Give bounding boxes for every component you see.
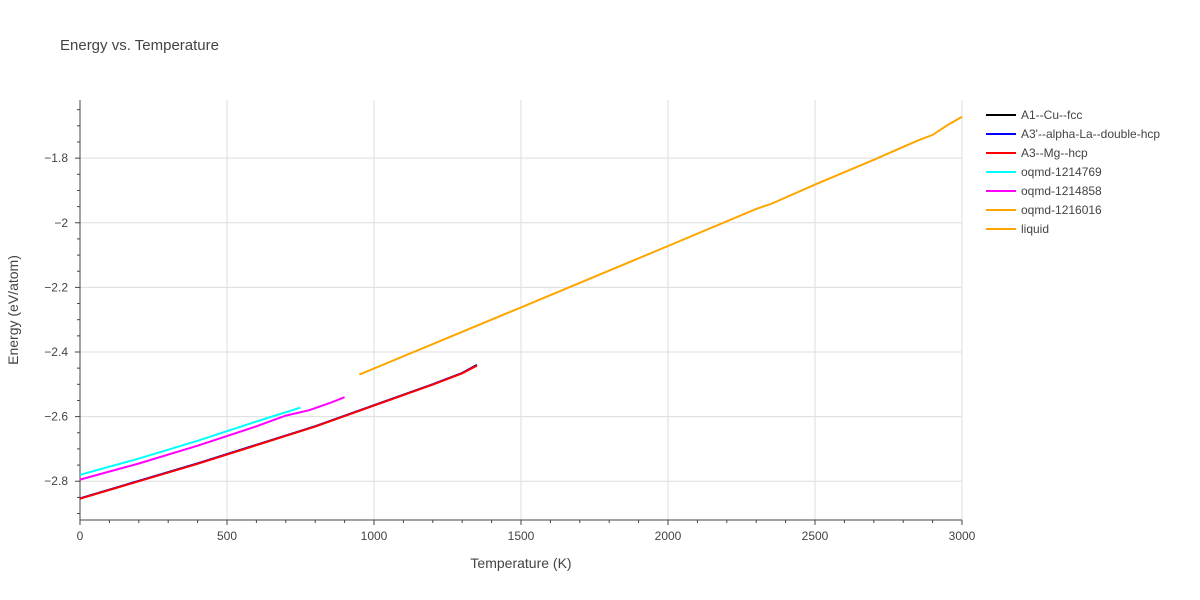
legend-label: A1--Cu--fcc bbox=[1021, 108, 1082, 122]
y-tick-label: −2.8 bbox=[44, 474, 68, 488]
series-line-3 bbox=[79, 406, 301, 476]
series-line-2 bbox=[79, 364, 478, 500]
x-tick-label: 1000 bbox=[361, 529, 388, 543]
legend-label: oqmd-1214769 bbox=[1021, 165, 1102, 179]
x-tick-label: 500 bbox=[217, 529, 237, 543]
y-tick-label: −2.6 bbox=[44, 410, 68, 424]
axes bbox=[75, 100, 963, 525]
x-tick-label: 1500 bbox=[508, 529, 535, 543]
series-lines bbox=[79, 115, 963, 500]
series-line-6 bbox=[358, 115, 963, 376]
x-tick-label: 0 bbox=[77, 529, 84, 543]
legend: A1--Cu--fcc A3'--alpha-La--double-hcp A3--… bbox=[986, 108, 1160, 236]
x-axis-title: Temperature (K) bbox=[470, 555, 571, 571]
legend-label: A3'--alpha-La--double-hcp bbox=[1021, 127, 1160, 141]
legend-label: A3--Mg--hcp bbox=[1021, 146, 1088, 160]
series-line-0 bbox=[79, 364, 478, 500]
legend-label: liquid bbox=[1021, 222, 1049, 236]
y-tick-label: −2.2 bbox=[44, 280, 68, 294]
x-tick-label: 2500 bbox=[802, 529, 829, 543]
chart-title: Energy vs. Temperature bbox=[60, 37, 219, 54]
series-line-4 bbox=[79, 396, 345, 481]
y-tick-label: −1.8 bbox=[44, 151, 68, 165]
y-tick-label: −2 bbox=[54, 216, 68, 230]
legend-label: oqmd-1216016 bbox=[1021, 203, 1102, 217]
x-tick-label: 2000 bbox=[655, 529, 682, 543]
grid bbox=[80, 100, 963, 520]
y-axis-title: Energy (eV/atom) bbox=[5, 255, 21, 365]
series-line-1 bbox=[79, 364, 478, 500]
legend-label: oqmd-1214858 bbox=[1021, 184, 1102, 198]
y-tick-label: −2.4 bbox=[44, 345, 68, 359]
x-tick-label: 3000 bbox=[949, 529, 976, 543]
tick-labels: 0 500 1000 1500 2000 2500 3000 −2.8 −2.6 −2.4 −2.2… bbox=[44, 151, 975, 543]
